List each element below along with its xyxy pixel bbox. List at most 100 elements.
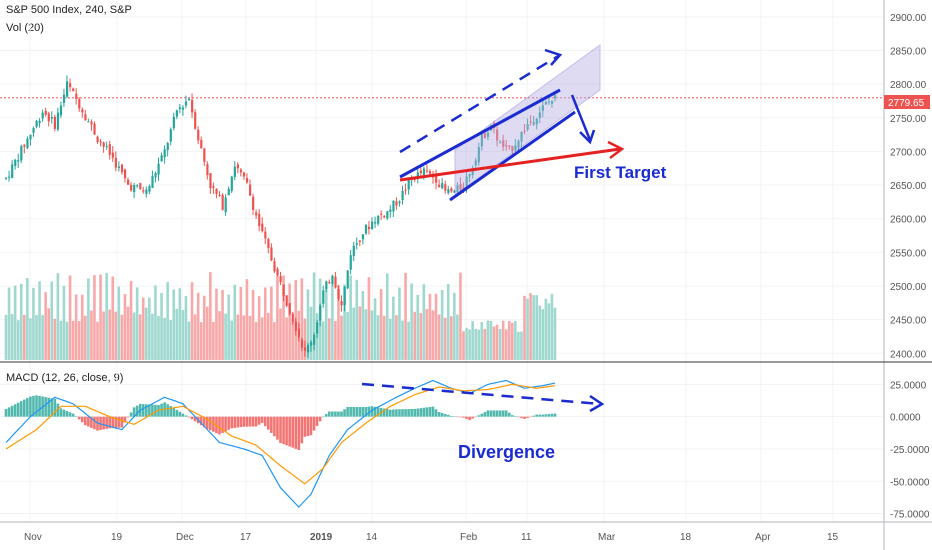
macd-histogram-bar [489, 410, 493, 417]
candle-body [102, 142, 105, 147]
macd-histogram-bar [193, 416, 197, 422]
volume-bar [77, 321, 81, 360]
macd-histogram-bar [416, 408, 420, 417]
time-tick-label: 18 [680, 532, 692, 543]
candle-body [544, 102, 548, 105]
candle-body [291, 313, 294, 322]
macd-histogram-bar [300, 416, 304, 444]
candle-body [450, 188, 453, 192]
volume-bar [138, 314, 142, 360]
candle-body [114, 158, 117, 168]
candle-body [303, 347, 307, 351]
candle-body [285, 295, 288, 306]
candle-body [20, 145, 23, 161]
macd-histogram-bar [367, 406, 371, 417]
macd-histogram-bar [553, 413, 557, 417]
volume-bar [483, 328, 487, 360]
macd-histogram-bar [145, 404, 148, 417]
volume-bar [196, 292, 200, 360]
macd-histogram-bar [453, 416, 456, 417]
macd-histogram-bar [120, 416, 124, 428]
macd-histogram-bar [4, 408, 8, 417]
volume-bar [376, 315, 380, 360]
volume-bar [282, 275, 285, 360]
macd-histogram-bar [236, 416, 240, 428]
volume-bar [492, 326, 496, 360]
candle-body [499, 142, 502, 144]
candle-body [41, 112, 44, 119]
candle-body [81, 109, 84, 113]
macd-histogram-bar [361, 406, 365, 417]
candle-body [239, 169, 243, 173]
candle-body [35, 120, 38, 127]
volume-bar [4, 315, 8, 360]
macd-histogram-bar [206, 416, 209, 430]
macd-histogram-bar [32, 395, 35, 417]
candle-body [392, 200, 395, 212]
volume-bar [257, 296, 261, 360]
macd-histogram-bar [544, 414, 548, 417]
volume-bar [413, 311, 416, 360]
candle-body [334, 276, 337, 288]
macd-histogram-bar [511, 415, 514, 417]
volume-bar [392, 296, 395, 360]
macd-histogram-bar [29, 396, 32, 417]
candle-body [480, 133, 483, 147]
macd-histogram-bar [321, 416, 325, 418]
candle-body [38, 120, 41, 124]
volume-bar [550, 293, 554, 360]
volume-bar [471, 321, 474, 360]
macd-histogram-bar [535, 414, 538, 417]
macd-histogram-bar [190, 416, 194, 420]
candle-body [142, 190, 145, 192]
macd-histogram-bar [263, 416, 267, 427]
candle-body [62, 94, 66, 103]
candle-body [520, 131, 523, 142]
volume-bar [99, 274, 102, 360]
volume-bar [477, 329, 481, 360]
volume-bar [498, 328, 502, 360]
macd-histogram-bar [141, 404, 145, 417]
macd-histogram-bar [10, 405, 14, 417]
candle-body [236, 164, 239, 169]
candle-body [87, 121, 90, 123]
candle-body [127, 179, 130, 185]
candle-body [249, 184, 252, 196]
price-tick-label: 2450.00 [890, 316, 927, 327]
candle-body [56, 112, 60, 130]
macd-histogram-bar [422, 407, 426, 417]
candle-body [258, 213, 261, 227]
volume-bar [306, 289, 310, 360]
macd-histogram-bar [254, 416, 258, 427]
macd-histogram-bar [35, 395, 38, 417]
candle-body [444, 184, 447, 191]
macd-histogram-bar [90, 416, 93, 428]
macd-histogram-bar [425, 407, 429, 417]
candle-body [209, 173, 212, 189]
volume-bar [59, 320, 63, 360]
volume-bar [120, 314, 124, 360]
volume-bar [236, 314, 240, 360]
volume-bar [193, 314, 197, 360]
candle-body [136, 185, 139, 187]
candle-body [123, 169, 127, 179]
volume-bar [260, 317, 264, 360]
macd-histogram-bar [285, 416, 288, 446]
macd-histogram-bar [504, 410, 508, 417]
candle-body [383, 215, 386, 218]
volume-bar [343, 284, 346, 360]
volume-bar [443, 317, 447, 360]
macd-tick-label: -25.0000 [890, 445, 930, 456]
macd-histogram-bar [184, 415, 188, 417]
macd-histogram-bar [529, 416, 532, 418]
macd-histogram-bar [105, 416, 108, 429]
volume-bar [553, 307, 557, 360]
macd-histogram-bar [126, 416, 130, 418]
candle-body [233, 166, 236, 178]
candle-body [514, 145, 517, 151]
macd-histogram-bar [111, 416, 115, 429]
candle-body [328, 282, 331, 284]
candle-body [355, 243, 358, 245]
macd-histogram-bar [450, 415, 453, 417]
